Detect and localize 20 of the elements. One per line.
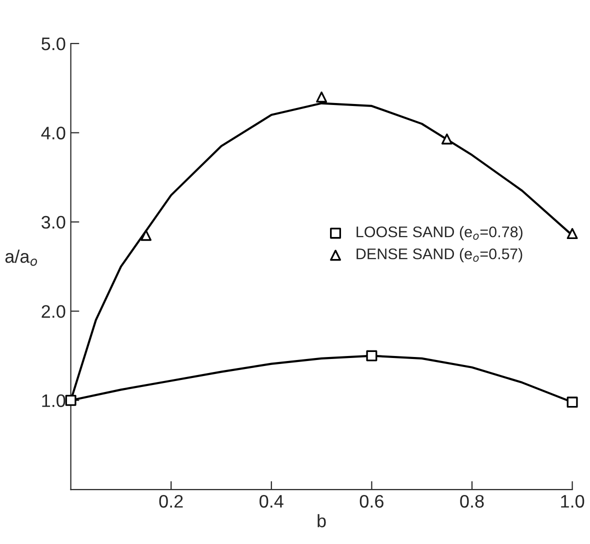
x-axis-title: b (318, 514, 326, 528)
x-tick-label: 0.8 (460, 494, 484, 508)
y-tick-label: 1.0 (42, 394, 66, 408)
y-tick-label: 5.0 (42, 37, 66, 50)
y-tick-label: 4.0 (41, 126, 66, 140)
y-tick-label: 3.0 (42, 216, 66, 229)
point (65, 394, 76, 406)
point (316, 92, 328, 103)
legend-label: DENSE SAND (e$_{o}$=0.57) (356, 248, 522, 262)
x-tick-label: 0.2 (159, 494, 183, 508)
point (566, 228, 578, 240)
legend-label: LOOSE SAND (e$_{o}$=0.78) (356, 226, 522, 240)
point (441, 133, 452, 144)
x-tick-label: 0.6 (360, 494, 384, 508)
x-tick-label: 1.0 (561, 494, 584, 508)
y-axis-title: a/a$_{o}$ (5, 250, 38, 266)
point (366, 350, 378, 362)
y-tick-label: 2.0 (42, 305, 66, 318)
point (566, 396, 578, 408)
x-tick-label: 0.4 (260, 494, 284, 508)
